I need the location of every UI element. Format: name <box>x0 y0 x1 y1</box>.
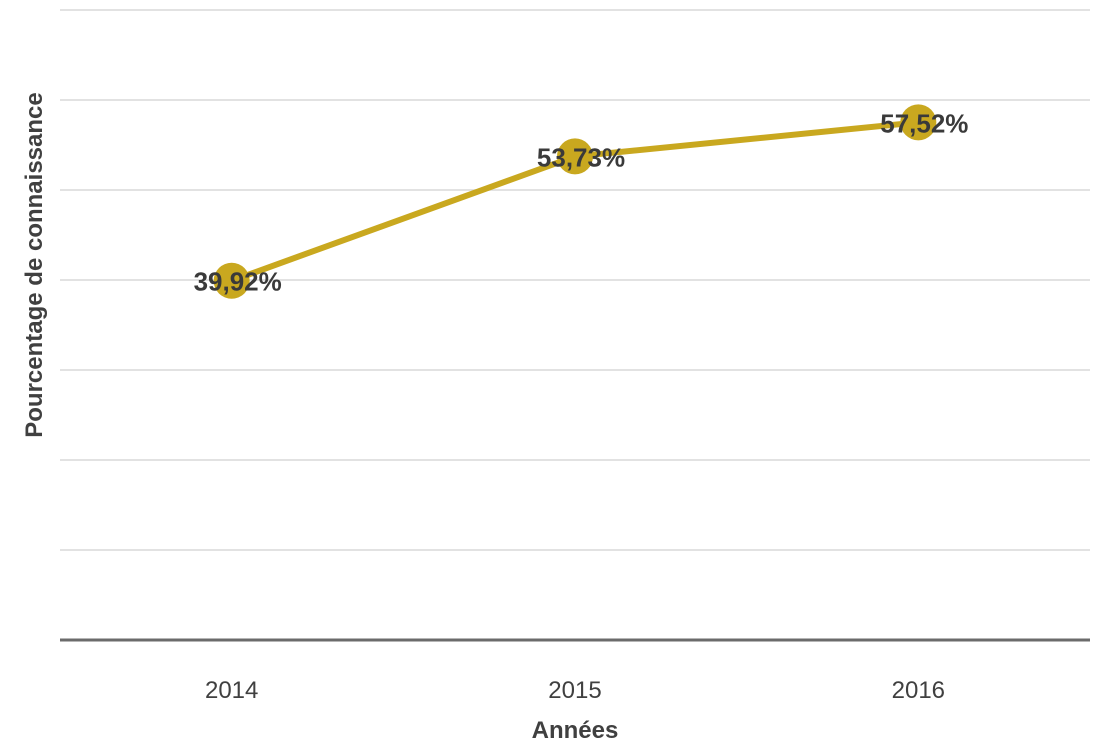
data-markers <box>213 104 937 299</box>
x-axis-title: Années <box>532 717 619 744</box>
data-label-2014: 39,92% <box>194 267 282 297</box>
x-tick-2014: 2014 <box>205 677 258 704</box>
data-label-2015: 53,73% <box>537 142 625 172</box>
data-label-2016: 57,52% <box>880 108 968 138</box>
x-tick-2015: 2015 <box>548 677 601 704</box>
x-tick-labels: 2014 2015 2016 <box>205 677 945 704</box>
data-labels: 39,92% 53,73% 57,52% <box>194 108 969 296</box>
data-point-2014 <box>213 262 250 299</box>
data-point-2015 <box>557 138 593 175</box>
x-tick-2016: 2016 <box>892 677 945 704</box>
data-point-2016 <box>900 104 937 141</box>
y-axis-title: Pourcentage de connaissance <box>21 92 48 437</box>
